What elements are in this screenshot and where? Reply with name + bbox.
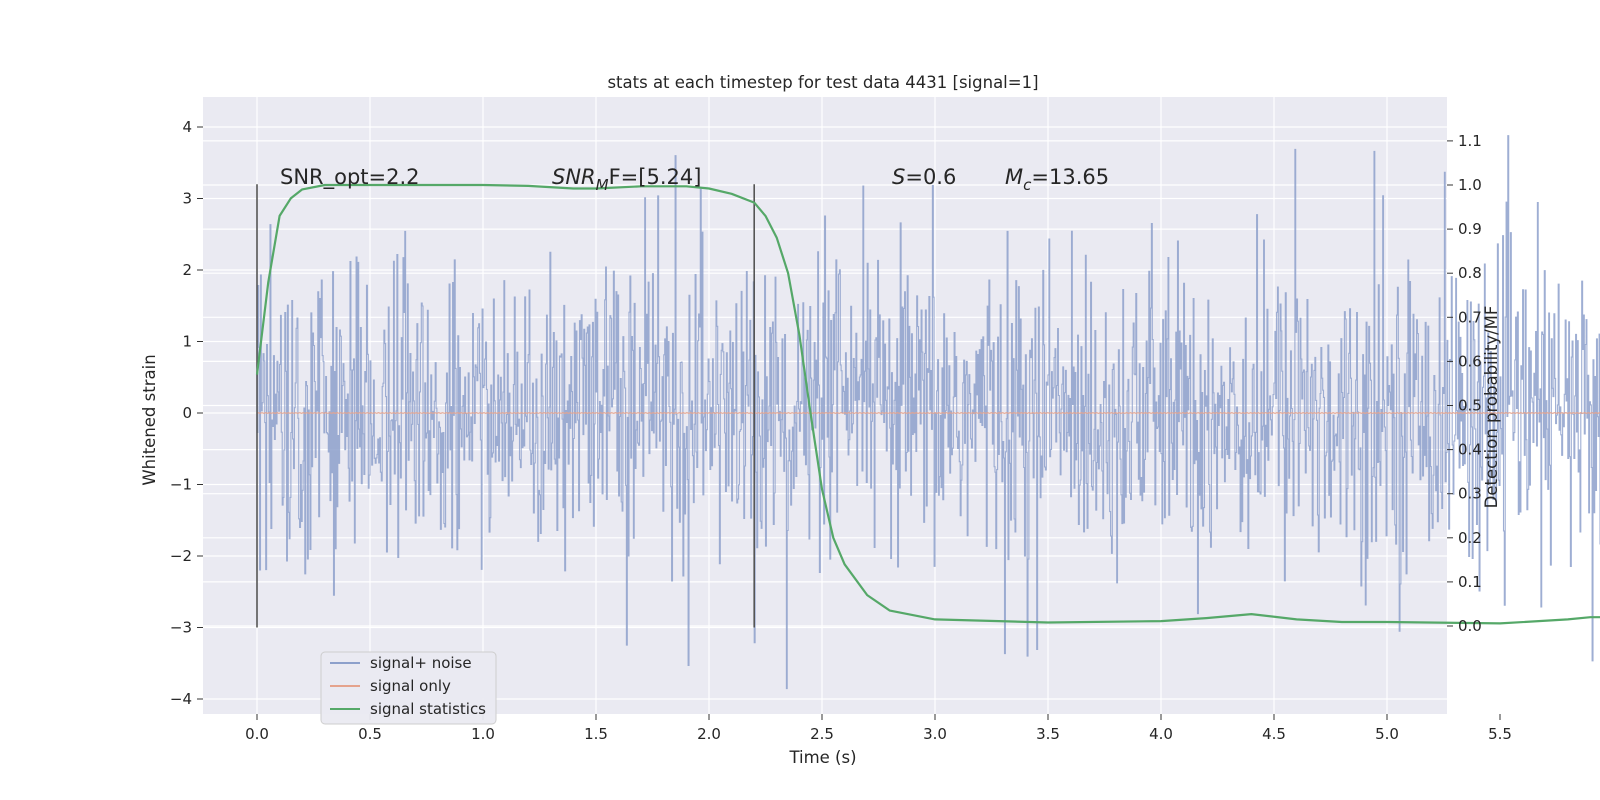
x-tick-label: 4.0 [1149, 725, 1173, 743]
y-tick-label: −3 [170, 619, 192, 637]
annotation-mc: Mc=13.65 [1005, 165, 1109, 194]
x-axis-label: Time (s) [788, 748, 856, 767]
y2-tick-label: 0.4 [1458, 441, 1482, 459]
signal-plus-noise-line [256, 135, 1600, 690]
y2-axis-ticks: 1.1 1.0 0.9 0.8 0.7 0.6 0.5 0.4 0.3 0.2 0.1 0.0 [1447, 132, 1482, 635]
y2-tick-label: 0.8 [1458, 264, 1482, 282]
signal-only-line [256, 411, 1600, 415]
x-tick-label: 5.0 [1375, 725, 1399, 743]
y-tick-label: 3 [182, 190, 192, 208]
series-signal-plus-noise [256, 135, 1600, 690]
x-tick-label: 4.5 [1262, 725, 1286, 743]
signal-statistics-line [255, 183, 1600, 625]
x-tick-label: 2.5 [810, 725, 834, 743]
y-axis-ticks: 4 3 2 1 0 −1 −2 −3 −4 [170, 118, 203, 708]
x-tick-label: 0.5 [358, 725, 382, 743]
x-tick-label: 3.5 [1036, 725, 1060, 743]
y-tick-label: 1 [182, 333, 192, 351]
y2-axis-label: Detection probability/MF [1482, 306, 1501, 509]
y-tick-label: −1 [170, 476, 192, 494]
y2-tick-label: 0.1 [1458, 573, 1482, 591]
y2-tick-label: 0.6 [1458, 352, 1482, 370]
y2-tick-label: 0.7 [1458, 308, 1482, 326]
y-axis-label: Whitened strain [140, 354, 159, 485]
x-tick-label: 3.0 [923, 725, 947, 743]
series-signal-statistics [255, 183, 1600, 625]
x-axis-ticks: 0.00.51.01.52.02.53.03.54.04.55.05.56.06… [245, 714, 1512, 743]
x-tick-label: 2.0 [697, 725, 721, 743]
y-tick-label: 0 [182, 404, 192, 422]
annotation-snr-opt: SNR_opt=2.2 [280, 165, 420, 190]
y2-tick-label: 0.3 [1458, 485, 1482, 503]
y2-tick-label: 0.9 [1458, 220, 1482, 238]
chart-title: stats at each timestep for test data 443… [607, 73, 1038, 92]
legend-label-noise: signal+ noise [370, 654, 472, 672]
y2-tick-label: 1.0 [1458, 176, 1482, 194]
y-tick-label: −4 [170, 690, 192, 708]
y2-tick-label: 1.1 [1458, 132, 1482, 150]
x-tick-label: 1.0 [471, 725, 495, 743]
annotation-snr-mf: SNRMF=[5.24] [552, 165, 701, 194]
annotation-s: S=0.6 [892, 165, 956, 189]
y2-tick-label: 0.2 [1458, 529, 1482, 547]
y-tick-label: 2 [182, 261, 192, 279]
x-tick-label: 1.5 [584, 725, 608, 743]
x-tick-label: 5.5 [1488, 725, 1512, 743]
y2-tick-label: 0.5 [1458, 397, 1482, 415]
x-tick-label: 0.0 [245, 725, 269, 743]
legend-box [320, 651, 497, 725]
series-signal-only [256, 411, 1600, 415]
legend: signal+ noise signal only signal statist… [320, 651, 497, 725]
legend-label-stats: signal statistics [370, 700, 486, 718]
legend-label-signal: signal only [370, 677, 451, 695]
y2-tick-label: 0.0 [1458, 617, 1482, 635]
vertical-markers [256, 184, 756, 628]
y-tick-label: −2 [170, 547, 192, 565]
y-tick-label: 4 [182, 118, 192, 136]
